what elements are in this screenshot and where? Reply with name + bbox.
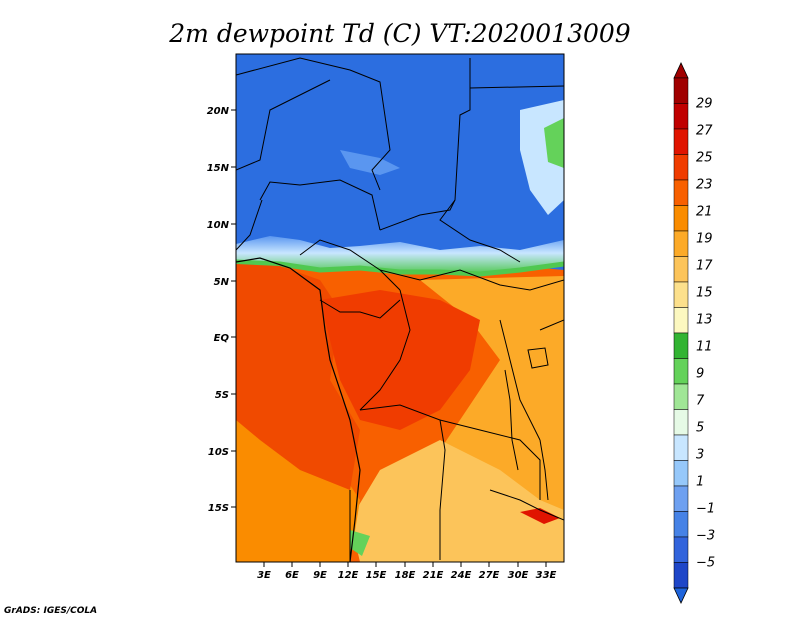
colorbar-label: 29 — [696, 97, 713, 112]
lat-label: 5N — [214, 277, 230, 288]
lon-label: 12E — [338, 570, 359, 581]
colorbar-label: 3 — [696, 448, 704, 463]
field-green-sw — [350, 530, 370, 556]
lat-label: 10S — [208, 447, 229, 458]
lat-label: 20N — [207, 106, 230, 117]
lon-label: 18E — [395, 570, 416, 581]
colorbar-labels: 29 27 25 23 21 19 17 15 13 11 9 7 5 3 1 −1 −3 −5 — [696, 97, 715, 571]
lon-tick-labels: 3E 6E 9E 12E 15E 18E 21E 24E 27E 30E 33E — [257, 570, 556, 581]
colorbar-label: 27 — [696, 124, 713, 139]
field-ne-green — [544, 118, 564, 168]
colorbar-label: 7 — [696, 394, 705, 409]
lat-tick-labels: 20N 15N 10N 5N EQ 5S 10S 15S — [207, 106, 230, 514]
colorbar-segment — [673, 307, 689, 334]
colorbar-segment — [673, 485, 689, 512]
lon-label: 15E — [366, 570, 387, 581]
field-dry-north — [236, 54, 564, 264]
field-red-patch-se — [520, 508, 560, 524]
colorbar-segment — [673, 256, 689, 283]
lon-label: 33E — [536, 570, 557, 581]
coastline — [236, 257, 361, 562]
colorbar-segment — [673, 434, 689, 461]
colorbar-segment — [673, 179, 689, 206]
colorbar-segment — [673, 103, 689, 130]
lat-label: 15N — [207, 163, 230, 174]
colorbar-label: 15 — [696, 286, 713, 301]
colorbar-label: −5 — [696, 556, 715, 571]
colorbar-segment — [673, 230, 689, 257]
lon-label: 6E — [285, 570, 299, 581]
colorbar-segment — [673, 460, 689, 487]
colorbar-label: 9 — [696, 367, 704, 382]
lon-label: 9E — [313, 570, 327, 581]
colorbar-above-arrow — [673, 62, 689, 79]
colorbar-segment — [673, 332, 689, 359]
lat-label: 5S — [215, 390, 229, 401]
colorbar-label: 23 — [696, 178, 713, 193]
lon-label: 30E — [508, 570, 529, 581]
colorbar-label: 25 — [696, 151, 713, 166]
colorbar-label: −1 — [696, 502, 715, 517]
colorbar-segment — [673, 281, 689, 308]
lake-malawi — [539, 439, 549, 501]
lon-label: 24E — [451, 570, 472, 581]
colorbar-label: 21 — [696, 205, 713, 220]
lon-tick-marks — [263, 562, 547, 567]
lat-tick-marks — [231, 109, 236, 508]
field-sahel-transition — [236, 236, 564, 274]
colorbar-label: 13 — [696, 313, 713, 328]
field-orange-sw — [236, 420, 360, 562]
colorbar-label: 19 — [696, 232, 713, 247]
field-green-band — [236, 259, 564, 277]
lat-label: EQ — [214, 333, 230, 344]
map-title: 2m dewpoint Td (C) VT:2020013009 — [168, 19, 631, 48]
colorbar-segment — [673, 409, 689, 436]
colorbar-segment — [673, 511, 689, 538]
lon-label: 21E — [423, 570, 444, 581]
lake-tanganyika — [504, 369, 519, 471]
colorbar-segment — [673, 77, 689, 104]
colorbar-segment — [673, 358, 689, 385]
colorbar-label: −3 — [696, 529, 715, 544]
colorbar-label: 17 — [696, 259, 713, 274]
map-frame — [235, 53, 565, 563]
lat-label: 10N — [207, 220, 230, 231]
colorbar-label: 5 — [696, 421, 704, 436]
colorbar-segment — [673, 536, 689, 563]
lon-label: 27E — [479, 570, 500, 581]
colorbar-segment — [673, 128, 689, 155]
lon-label: 3E — [257, 570, 271, 581]
country-borders — [236, 54, 564, 562]
lake-victoria — [527, 347, 549, 369]
footer-credit: GrADS: IGES/COLA — [4, 606, 97, 616]
colorbar-segment — [673, 205, 689, 232]
colorbar-label: 11 — [696, 340, 713, 355]
map-panel — [236, 54, 564, 562]
field-light-streak — [340, 150, 400, 175]
colorbar-segment — [673, 562, 689, 589]
colorbar — [673, 62, 689, 604]
colorbar-label: 1 — [696, 475, 704, 490]
colorbar-segment — [673, 154, 689, 181]
colorbar-segment — [673, 383, 689, 410]
field-cream-se — [350, 440, 564, 562]
colorbar-below-arrow — [673, 587, 689, 604]
lat-label: 15S — [208, 503, 229, 514]
